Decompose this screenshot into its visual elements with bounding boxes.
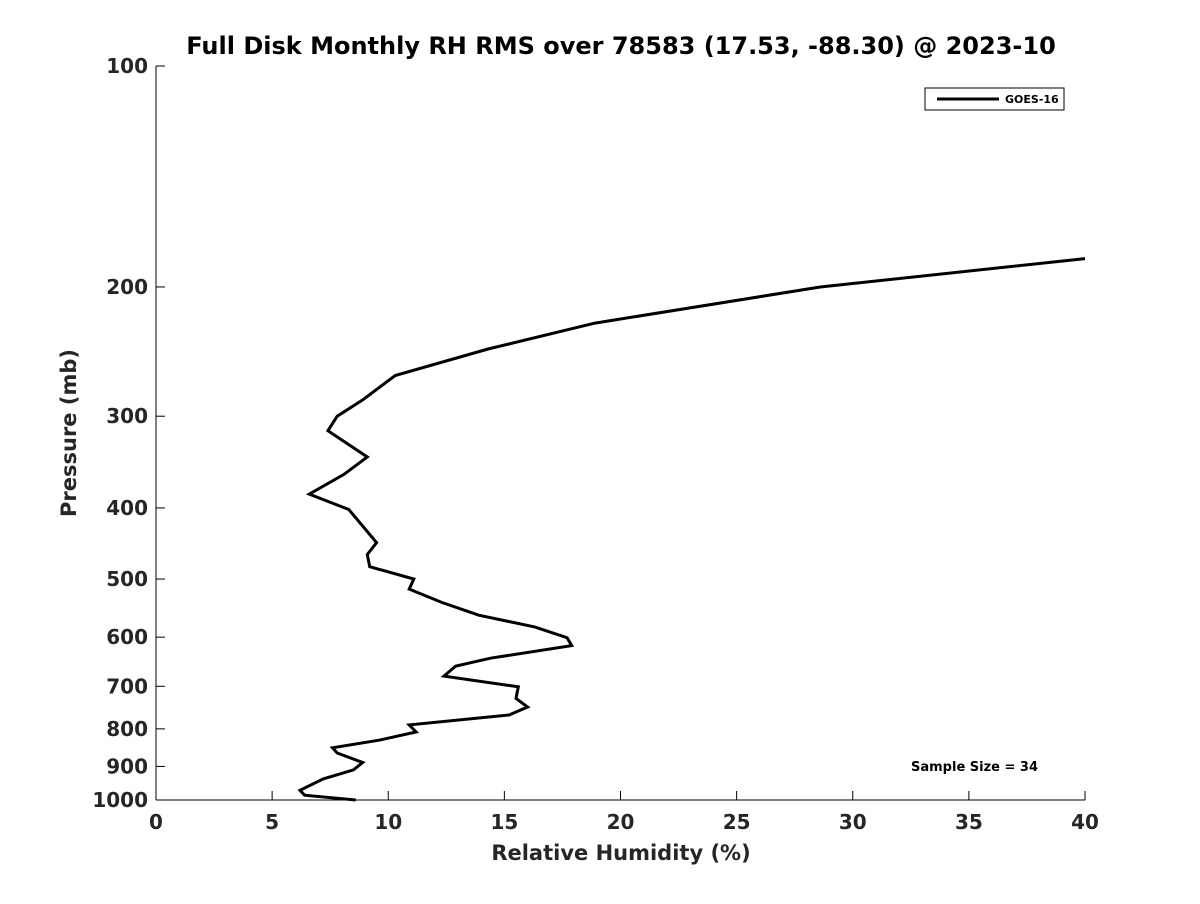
x-tick-label: 10 xyxy=(374,810,402,834)
x-tick-label: 35 xyxy=(955,810,983,834)
x-tick-label: 0 xyxy=(149,810,163,834)
x-axis-label: Relative Humidity (%) xyxy=(491,841,750,865)
chart-title: Full Disk Monthly RH RMS over 78583 (17.… xyxy=(186,32,1056,60)
y-tick-label: 1000 xyxy=(92,788,148,812)
y-tick-label: 500 xyxy=(106,567,148,591)
y-ticks: 100 200 300 400 500 600 700 800 900 1000 xyxy=(92,54,165,812)
y-tick-label: 300 xyxy=(106,404,148,428)
series-line-goes-16 xyxy=(300,259,1085,800)
y-tick-label: 600 xyxy=(106,625,148,649)
sample-size-annotation: Sample Size = 34 xyxy=(911,760,1038,775)
y-axis-label: Pressure (mb) xyxy=(57,349,81,517)
x-ticks: 0 5 10 15 20 25 30 35 40 xyxy=(149,791,1099,834)
x-tick-label: 15 xyxy=(490,810,518,834)
legend: GOES-16 xyxy=(925,88,1064,110)
y-tick-label: 400 xyxy=(106,496,148,520)
y-tick-label: 800 xyxy=(106,717,148,741)
axes xyxy=(156,66,1085,800)
x-tick-label: 30 xyxy=(839,810,867,834)
y-tick-label: 100 xyxy=(106,54,148,78)
x-tick-label: 5 xyxy=(265,810,279,834)
legend-label-goes16: GOES-16 xyxy=(1005,93,1059,106)
y-tick-label: 200 xyxy=(106,275,148,299)
x-tick-label: 20 xyxy=(607,810,635,834)
series-layer xyxy=(300,259,1085,801)
x-tick-label: 25 xyxy=(723,810,751,834)
x-tick-label: 40 xyxy=(1071,810,1099,834)
y-tick-label: 700 xyxy=(106,674,148,698)
y-tick-label: 900 xyxy=(106,754,148,778)
